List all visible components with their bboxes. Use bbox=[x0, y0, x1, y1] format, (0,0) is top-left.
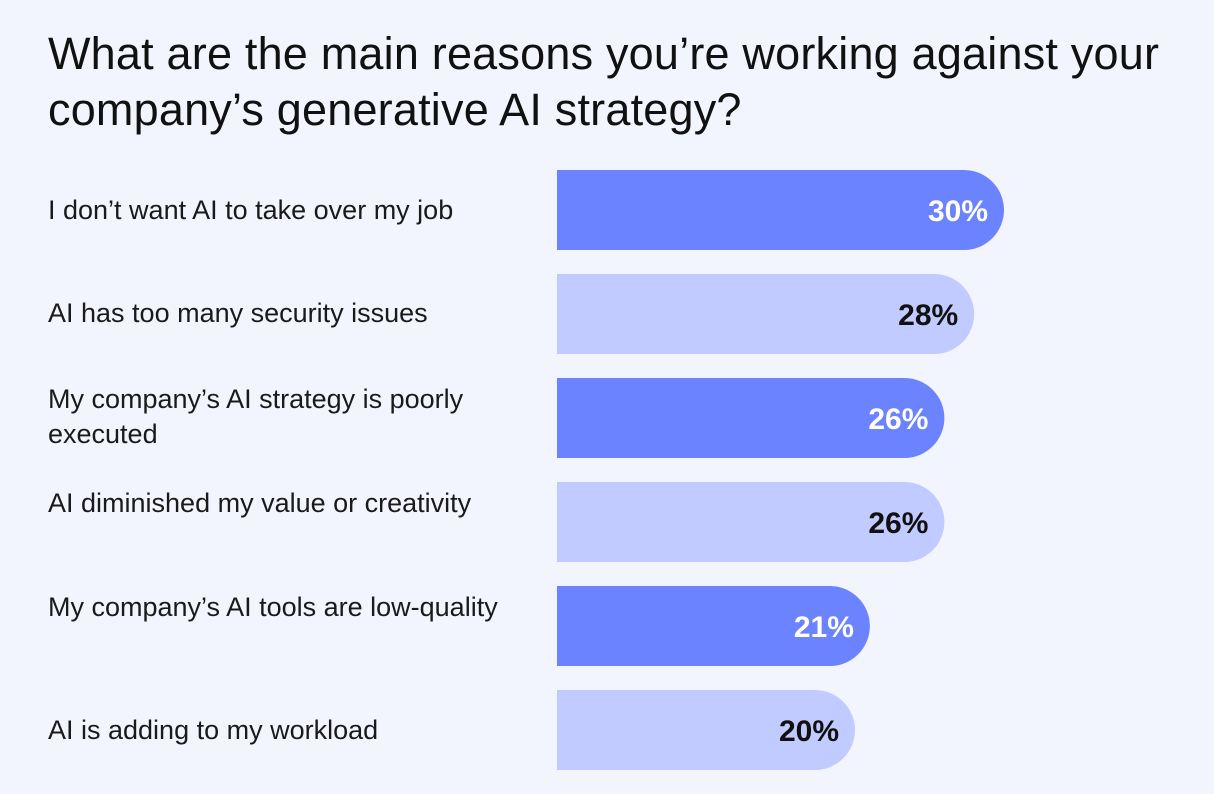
category-label: AI diminished my value or creativity bbox=[48, 488, 472, 518]
category-label: My company’s AI strategy is poorly execu… bbox=[48, 384, 464, 449]
category-label: My company’s AI tools are low-quality bbox=[48, 592, 498, 622]
bar-2 bbox=[557, 274, 975, 354]
value-label-4: 26% bbox=[868, 507, 928, 540]
category-label: I don’t want AI to take over my job bbox=[48, 195, 454, 225]
category-label: AI has too many security issues bbox=[48, 298, 428, 328]
bar-3 bbox=[557, 378, 945, 458]
bar-4 bbox=[557, 482, 945, 562]
category-label: AI is adding to my workload bbox=[48, 715, 379, 745]
value-label-2: 28% bbox=[898, 299, 958, 332]
value-label-3: 26% bbox=[868, 403, 928, 436]
bar-5 bbox=[557, 586, 870, 666]
value-label-5: 21% bbox=[794, 611, 854, 644]
chart-title: What are the main reasons you’re working… bbox=[48, 28, 1160, 135]
value-label-6: 20% bbox=[779, 715, 839, 748]
value-label-1: 30% bbox=[928, 195, 988, 228]
bar-1 bbox=[557, 170, 1004, 250]
bar-6 bbox=[557, 690, 855, 770]
